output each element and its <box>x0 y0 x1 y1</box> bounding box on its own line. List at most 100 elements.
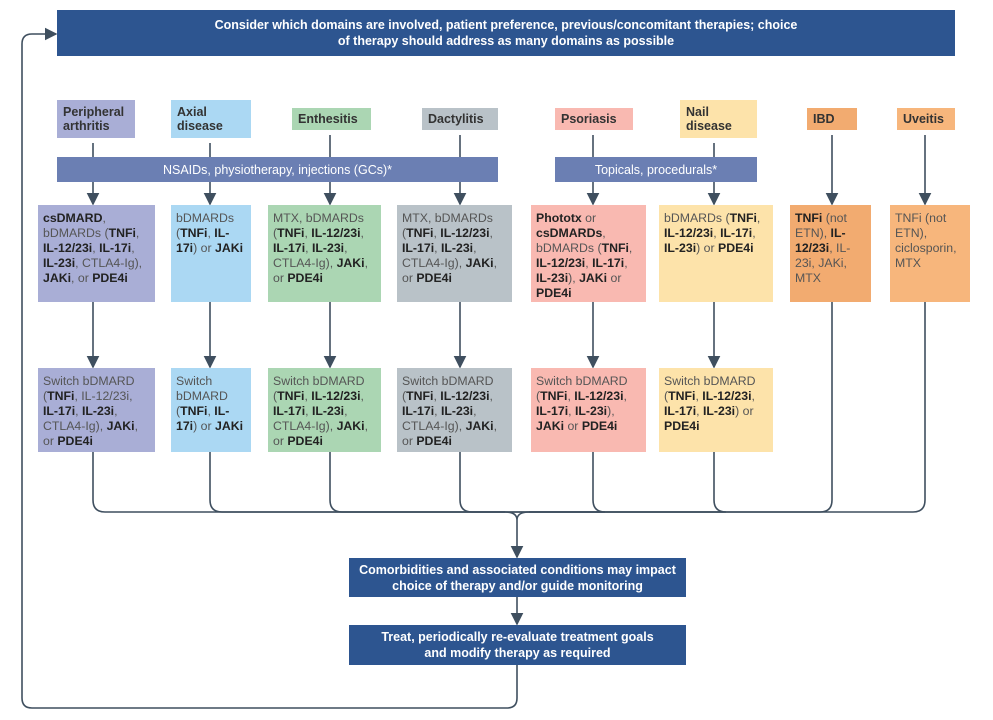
first-line-box-nail-disease: bDMARDs (TNFi, IL-12/23i, IL-17i, IL-23i… <box>659 205 773 302</box>
first-line-box-ibd: TNFi (not ETN), IL-12/23i, IL-23i, JAKi,… <box>790 205 871 302</box>
text-segment: , or <box>43 419 139 448</box>
text-segment: or <box>581 211 597 225</box>
connector <box>92 452 505 513</box>
text-segment: (not ETN), <box>795 211 847 240</box>
text-segment: ), <box>607 404 615 418</box>
drug-class-bold: IL-23i <box>311 241 345 255</box>
drug-class-bold: IL-23i <box>440 241 474 255</box>
drug-class-bold: PDE4i <box>536 286 572 300</box>
text-segment: MTX, bDMARDs ( <box>402 211 493 240</box>
text-segment: , <box>207 404 215 418</box>
drug-class-bold: PDE4i <box>416 434 452 448</box>
second-line-box-peripheral-arthritis: Switch bDMARD (TNFi, IL-12/23i, IL-17i, … <box>38 368 155 452</box>
drug-class-bold: IL-17i <box>99 241 132 255</box>
second-line-box-enthesitis: Switch bDMARD (TNFi, IL-12/23i, IL-17i, … <box>268 368 381 452</box>
domain-psoriasis: Psoriasis <box>555 108 633 130</box>
drug-class-bold: IL-17i <box>176 404 230 433</box>
drug-class-bold: IL-23i <box>702 404 736 418</box>
drug-class-bold: csDMARDs <box>536 226 603 240</box>
text-segment: , <box>360 389 364 403</box>
drug-class-bold: JAKi <box>465 256 494 270</box>
connector <box>504 511 530 521</box>
text-segment: , <box>434 241 441 255</box>
domain-uveitis: Uveitis <box>897 108 955 130</box>
text-segment: , CTLA4-Ig), <box>402 404 477 433</box>
connector <box>529 302 926 513</box>
text-segment: bDMARDs ( <box>176 211 235 240</box>
text-segment: or <box>564 419 582 433</box>
text-segment: , <box>131 241 135 255</box>
text-segment: , <box>433 389 441 403</box>
drug-class-bold: IL-12/23i <box>311 389 361 403</box>
second-line-box-nail-disease: Switch bDMARD (TNFi, IL-12/23i, IL-17i, … <box>659 368 773 452</box>
text-segment: , or <box>273 419 369 448</box>
drug-class-bold: IL-17i <box>176 226 230 255</box>
text-segment: , IL-12/23i, <box>74 389 133 403</box>
drug-class-bold: IL-17i <box>273 241 306 255</box>
treat-box: Treat, periodically re-evaluate treatmen… <box>349 625 686 665</box>
drug-class-bold: TNFi <box>406 389 434 403</box>
text-segment: , CTLA4-Ig), <box>273 241 348 270</box>
first-line-box-enthesitis: MTX, bDMARDs (TNFi, IL-12/23i, IL-17i, I… <box>268 205 381 302</box>
drug-class-bold: IL-17i <box>720 226 753 240</box>
drug-class-bold: IL-12/23i <box>311 226 361 240</box>
first-line-box-uveitis: TNFi (not ETN), ciclosporin, MTX <box>890 205 970 302</box>
drug-class-bold: PDE4i <box>718 241 754 255</box>
drug-class-bold: TNFi <box>795 211 823 225</box>
connector <box>459 452 505 513</box>
text-segment: Switch bDMARD ( <box>664 374 756 403</box>
text-segment: , <box>433 226 441 240</box>
drug-class-bold: TNFi <box>406 226 434 240</box>
drug-class-bold: TNFi <box>180 226 208 240</box>
text-segment: , <box>360 226 364 240</box>
text-segment: or <box>607 271 622 285</box>
second-line-box-psoriasis: Switch bDMARD (TNFi, IL-12/23i, IL-17i, … <box>531 368 646 452</box>
drug-class-bold: IL-12/23i <box>664 226 714 240</box>
text-segment: ) or <box>193 241 215 255</box>
text-segment: ) or <box>735 404 754 418</box>
drug-class-bold: IL-17i <box>402 404 435 418</box>
drug-class-bold: IL-12/23i <box>574 389 624 403</box>
text-segment: , <box>305 241 312 255</box>
drug-class-bold: PDE4i <box>57 434 93 448</box>
first-line-box-peripheral-arthritis: csDMARD, bDMARDs (TNFi, IL-12/23i, IL-17… <box>38 205 155 302</box>
drug-class-bold: PDE4i <box>287 434 323 448</box>
drug-class-bold: csDMARD <box>43 211 103 225</box>
drug-class-bold: IL-23i <box>81 404 115 418</box>
text-segment: , <box>75 404 82 418</box>
drug-class-bold: IL-12/23i <box>536 256 586 270</box>
drug-class-bold: JAKi <box>214 419 244 433</box>
text-segment: Switch bDMARD ( <box>273 374 365 403</box>
text-segment: ) or <box>193 419 215 433</box>
drug-class-bold: IL-17i <box>536 404 569 418</box>
text-segment: , <box>135 226 140 240</box>
comorbidities-box: Comorbidities and associated conditions … <box>349 558 686 597</box>
drug-class-bold: PDE4i <box>416 271 452 285</box>
drug-class-bold: TNFi <box>729 211 757 225</box>
drug-class-bold: TNFi <box>277 226 305 240</box>
text-segment: , IL-23i, JAKi, MTX <box>795 241 851 285</box>
text-segment: , <box>567 389 575 403</box>
text-segment: , <box>92 241 100 255</box>
text-segment: , CTLA4-Ig), <box>402 241 477 270</box>
drug-class-bold: IL-23i <box>311 404 345 418</box>
drug-class-bold: PDE4i <box>92 271 128 285</box>
text-segment: Switch bDMARD ( <box>536 374 628 403</box>
drug-class-bold: Phototx <box>536 211 582 225</box>
text-segment: , <box>695 389 703 403</box>
text-segment: , or <box>402 256 498 285</box>
text-segment: , or <box>273 256 369 285</box>
text-segment: Switch bDMARD ( <box>176 374 228 418</box>
text-segment: , <box>489 226 493 240</box>
domain-nail-disease: Nail disease <box>680 100 757 138</box>
drug-class-bold: IL-12/23i <box>795 226 846 255</box>
text-segment: , <box>623 389 627 403</box>
drug-class-bold: PDE4i <box>581 419 618 433</box>
text-segment: , <box>207 226 215 240</box>
drug-class-bold: JAKi <box>336 256 365 270</box>
drug-class-bold: IL-23i <box>664 241 697 255</box>
nsaids-bar: NSAIDs, physiotherapy, injections (GCs)* <box>57 157 498 182</box>
drug-class-bold: JAKi <box>579 271 608 285</box>
drug-class-bold: IL-17i <box>592 256 625 270</box>
text-segment: TNFi (not ETN), ciclosporin, MTX <box>895 211 957 270</box>
